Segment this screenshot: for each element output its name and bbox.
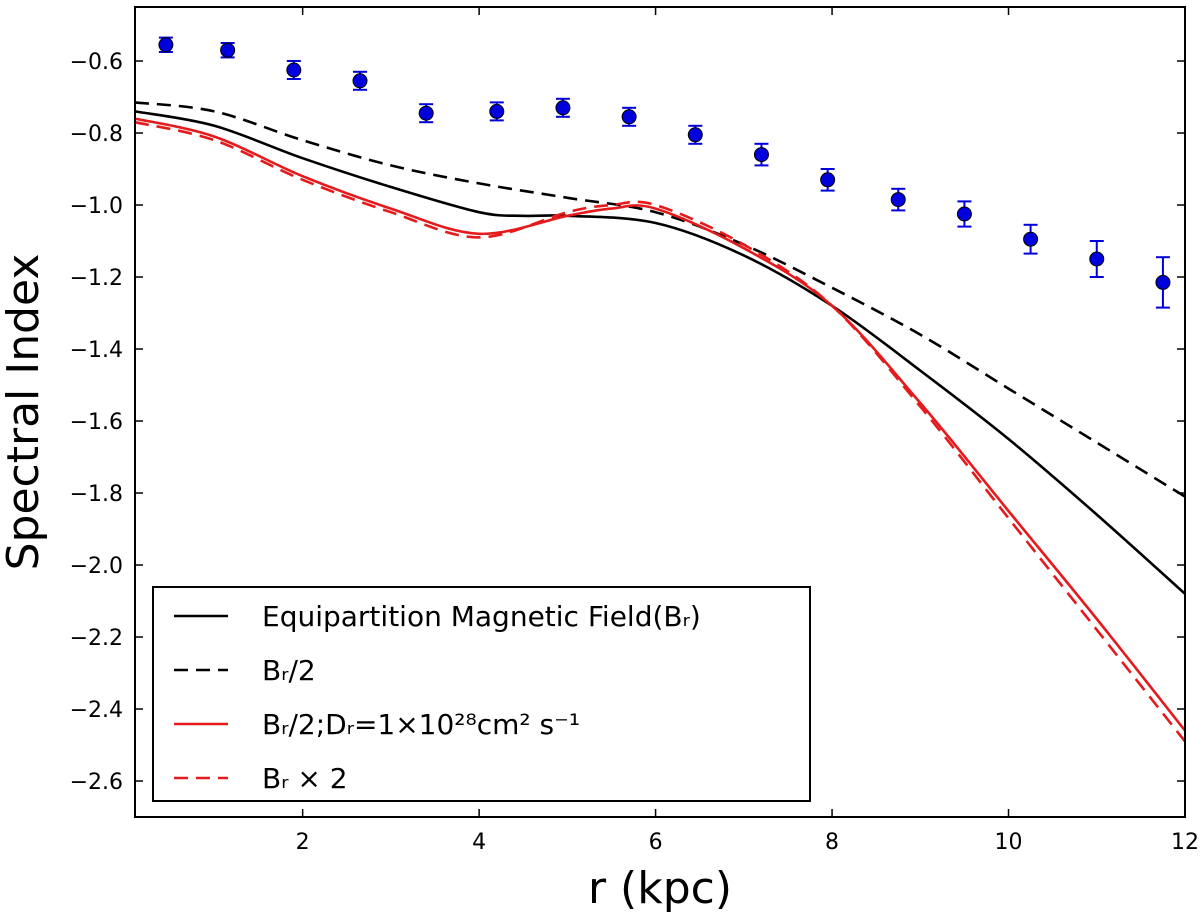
data-point	[555, 100, 571, 116]
legend-label-1: Bᵣ/2	[262, 654, 316, 687]
legend-label-3: Bᵣ × 2	[262, 762, 348, 795]
data-point	[1155, 274, 1171, 290]
y-tick-label: −1.4	[70, 338, 123, 363]
x-tick-label: 6	[649, 830, 663, 855]
x-tick-label: 4	[472, 830, 486, 855]
data-point	[890, 192, 906, 208]
data-point	[220, 42, 236, 58]
x-axis-title: r (kpc)	[588, 863, 732, 914]
data-point	[956, 206, 972, 222]
data-point	[753, 147, 769, 163]
data-point	[158, 37, 174, 53]
y-tick-label: −1.2	[70, 266, 123, 291]
y-tick-label: −2.6	[70, 770, 123, 795]
legend-label-0: Equipartition Magnetic Field(Bᵣ)	[262, 600, 701, 633]
y-axis-ticks: −0.6 −0.8 −1.0 −1.2 −1.4 −1.6 −1.8 −2.0 −2.2 −2.4…	[70, 50, 1185, 795]
y-tick-label: −1.8	[70, 482, 123, 507]
series-line-2	[134, 117, 1187, 732]
legend-frame	[152, 586, 811, 802]
data-point	[1089, 251, 1105, 267]
y-axis-title: Spectral Index	[0, 254, 49, 571]
x-axis-ticks: 2 4 6 8 10 12	[296, 7, 1199, 855]
legend: Equipartition Magnetic Field(Bᵣ) Bᵣ/2 Bᵣ/2…	[152, 586, 811, 802]
data-point	[286, 62, 302, 78]
y-tick-label: −2.0	[70, 554, 123, 579]
series-line-0	[134, 110, 1186, 595]
series-line-1	[134, 101, 1186, 498]
y-tick-label: −0.8	[70, 122, 123, 147]
y-tick-label: −2.2	[70, 626, 123, 651]
x-tick-label: 2	[296, 830, 310, 855]
data-point	[489, 103, 505, 119]
y-tick-label: −0.6	[70, 50, 123, 75]
legend-label-2: Bᵣ/2;Dᵣ=1×10²⁸cm² s⁻¹	[262, 708, 580, 741]
y-tick-label: −1.0	[70, 194, 123, 219]
data-point	[418, 105, 434, 121]
data-point	[687, 127, 703, 143]
data-point	[820, 172, 836, 188]
plot-frame	[134, 6, 1186, 818]
data-point	[352, 73, 368, 89]
x-tick-label: 10	[995, 830, 1023, 855]
x-tick-label: 8	[825, 830, 839, 855]
x-tick-label: 12	[1171, 830, 1199, 855]
plot-lines	[134, 101, 1187, 743]
data-point	[621, 109, 637, 125]
y-tick-label: −1.6	[70, 410, 123, 435]
data-point	[1023, 231, 1039, 247]
plot-points	[158, 36, 1171, 309]
y-tick-label: −2.4	[70, 698, 123, 723]
